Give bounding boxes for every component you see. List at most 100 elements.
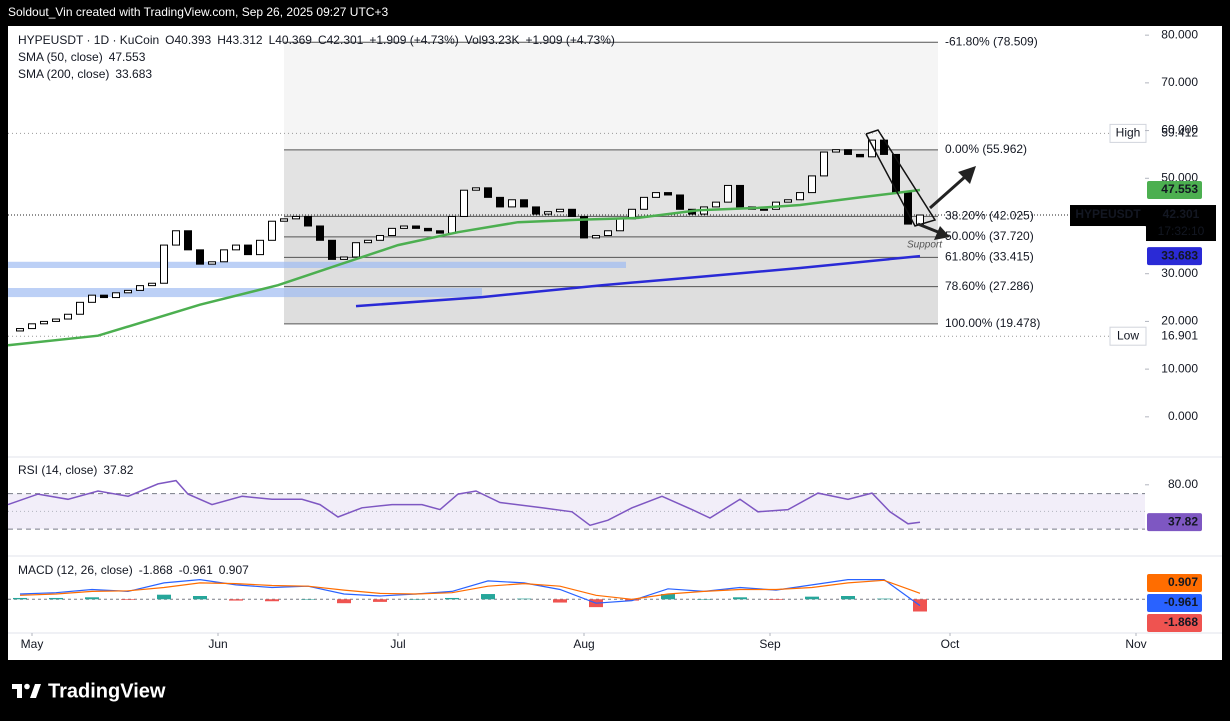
arrow-down (917, 222, 939, 234)
x-tick-label: Sep (759, 637, 781, 651)
candle-body (616, 218, 624, 232)
macd-histogram-bar (157, 594, 171, 600)
macd-histogram-bar (733, 597, 747, 600)
candle-body (868, 139, 876, 158)
candle-body (388, 227, 396, 237)
ohlc-open: O40.393 (165, 33, 211, 47)
sma50-tag-bg (1147, 180, 1202, 199)
candle-body (28, 323, 36, 330)
candle-body (508, 199, 516, 208)
macd-histogram-bar (121, 599, 135, 600)
candle-body (280, 218, 288, 222)
candle-body (484, 187, 492, 198)
y-tick-label: 80.000 (1161, 27, 1198, 41)
candle-body (436, 230, 444, 234)
macd-histogram-bar (553, 599, 567, 603)
candle-body (544, 211, 552, 215)
sma-legend: SMA (200, close) (18, 67, 109, 81)
macd-histogram-bar (697, 599, 711, 600)
macd-histogram-bar (481, 594, 495, 600)
candle-body (568, 208, 576, 217)
tradingview-logo: TradingView (12, 680, 166, 702)
histogram-tag: -1.868 (1164, 615, 1198, 629)
x-tick-label: Jun (208, 637, 227, 651)
price-tag: 42.301 (1163, 207, 1200, 221)
candle-body (328, 239, 336, 260)
candle-body (112, 292, 120, 299)
macd-tag: -0.961 (1164, 595, 1198, 609)
macd-histogram-bar (409, 599, 423, 600)
candle-body (808, 175, 816, 194)
candle-body (856, 153, 864, 158)
rsi-legend: RSI (14, close) (18, 463, 97, 477)
ohlc-low: L40.369 (269, 33, 313, 47)
chart-area (8, 26, 1222, 660)
macd-histogram-bar (49, 597, 63, 600)
symbol-tag-bg (1070, 205, 1146, 227)
rsi-tag-bg (1147, 513, 1202, 532)
sma-line (355, 254, 921, 308)
candle-body (364, 239, 372, 244)
low-label-bg (1109, 326, 1147, 346)
sma-legend-value: 33.683 (115, 67, 152, 81)
candle-body (736, 184, 744, 208)
candle-body (352, 242, 360, 258)
fib-label: 38.20% (42.025) (945, 209, 1034, 223)
countdown: 17:32:10 (1158, 224, 1205, 238)
candle-body (184, 230, 192, 251)
candle-body (196, 249, 204, 265)
candle-body (652, 192, 660, 198)
change: +1.909 (+4.73%) (525, 33, 614, 47)
x-tick-label: May (21, 637, 44, 651)
fib-band (284, 42, 938, 150)
candle-body (784, 199, 792, 203)
y-tick-label: 80.00 (1168, 477, 1198, 491)
fib-label: 78.60% (27.286) (945, 279, 1034, 293)
layer-front: -61.80% (78.509) 0.00% (55.962) 38.20% (42… (18, 33, 1040, 577)
volume: Vol93.23K (465, 33, 520, 47)
macd-legend-value: -0.961 (179, 563, 213, 577)
macd-histogram-bar (337, 599, 351, 604)
sma-line (7, 188, 921, 347)
layer-mid (7, 139, 927, 612)
candle-body (136, 285, 144, 291)
macd-histogram-bar (805, 596, 819, 600)
candle-body (448, 215, 456, 234)
change: +1.909 (+4.73%) (369, 33, 458, 47)
candle-body (820, 151, 828, 177)
candle-body (460, 189, 468, 217)
candle-body (832, 149, 840, 153)
y-tick-label: 0.000 (1168, 409, 1198, 423)
candle-body (844, 149, 852, 155)
fib-label: 50.00% (37.720) (945, 229, 1034, 243)
y-tick-label: 30.000 (1161, 266, 1198, 280)
macd-histogram-bar (13, 597, 27, 600)
macd-histogram-bar (769, 599, 783, 600)
layer-back (8, 41, 1145, 600)
candle-body (676, 194, 684, 210)
logo-dot (24, 683, 30, 690)
rsi-legend-value: 37.82 (103, 463, 133, 477)
rsi-line (7, 479, 921, 527)
candle-body (424, 227, 432, 232)
candle-body (88, 294, 96, 303)
macd-histogram-bar (661, 594, 675, 600)
macd-histogram-bar (517, 598, 531, 600)
candle-body (40, 320, 48, 325)
macd-histogram-bar (193, 596, 207, 600)
fib-band (284, 149, 938, 217)
x-tick-label: Oct (941, 637, 960, 651)
candle-body (760, 208, 768, 211)
fib-label: 100.00% (19.478) (945, 316, 1040, 330)
candle-body (340, 256, 348, 260)
drawings: Support (865, 129, 976, 251)
candle-body (376, 235, 384, 241)
x-tick-label: Jul (390, 637, 405, 651)
candle-body (640, 196, 648, 210)
candle-body (208, 261, 216, 265)
candle-body (604, 230, 612, 237)
macd-tag-bg (1147, 594, 1202, 612)
macd-histogram-bar (265, 599, 279, 602)
